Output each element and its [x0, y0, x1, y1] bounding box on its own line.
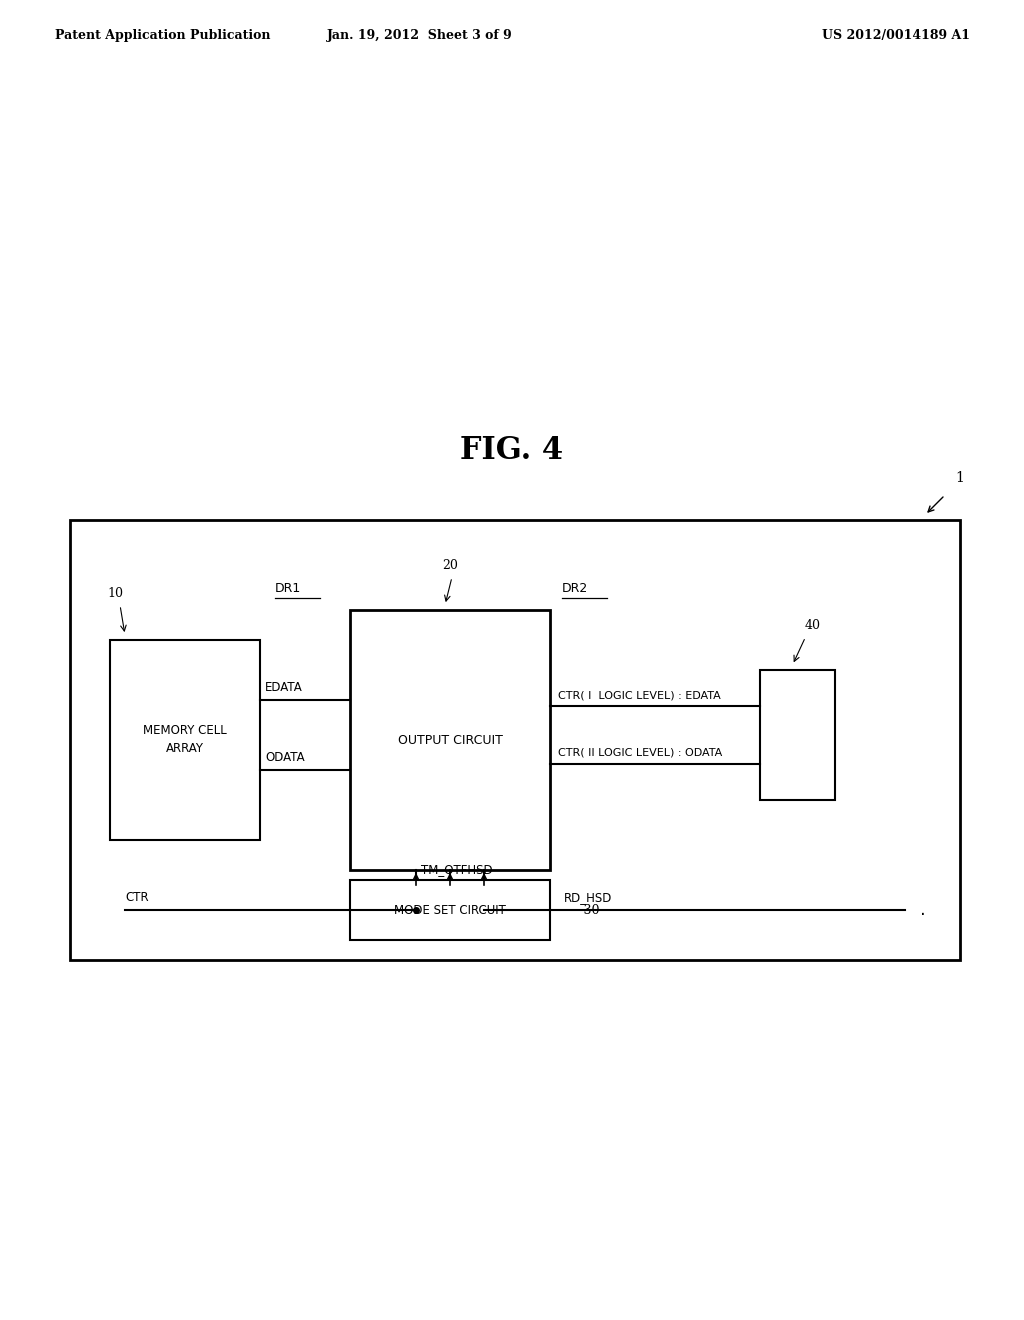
- Bar: [350, 880, 550, 940]
- Bar: [760, 671, 835, 800]
- Text: 40: 40: [805, 619, 820, 632]
- Text: 1: 1: [955, 471, 964, 484]
- Text: EDATA: EDATA: [265, 681, 303, 694]
- Text: ∼  30: ∼ 30: [565, 903, 599, 916]
- Text: CTR: CTR: [125, 891, 148, 904]
- Text: FIG. 4: FIG. 4: [461, 434, 563, 466]
- Text: MEMORY CELL
ARRAY: MEMORY CELL ARRAY: [143, 725, 227, 755]
- Text: MODE SET CIRCUIT: MODE SET CIRCUIT: [394, 903, 506, 916]
- Text: .: .: [915, 902, 926, 919]
- Bar: [350, 610, 550, 870]
- Bar: [110, 640, 260, 840]
- Text: CTR( I  LOGIC LEVEL) : EDATA: CTR( I LOGIC LEVEL) : EDATA: [558, 690, 721, 701]
- Bar: [70, 520, 961, 960]
- Text: Patent Application Publication: Patent Application Publication: [55, 29, 270, 41]
- Text: Jan. 19, 2012  Sheet 3 of 9: Jan. 19, 2012 Sheet 3 of 9: [327, 29, 513, 41]
- Text: CTR( II LOGIC LEVEL) : ODATA: CTR( II LOGIC LEVEL) : ODATA: [558, 747, 722, 758]
- Text: 10: 10: [106, 587, 123, 601]
- Text: OUTPUT CIRCUIT: OUTPUT CIRCUIT: [397, 734, 503, 747]
- Text: DR1: DR1: [275, 582, 301, 595]
- Text: RD_HSD: RD_HSD: [564, 891, 612, 904]
- Text: ODATA: ODATA: [265, 751, 304, 764]
- Text: 20: 20: [442, 558, 458, 572]
- Text: US 2012/0014189 A1: US 2012/0014189 A1: [822, 29, 970, 41]
- Text: TM_OTFHSD: TM_OTFHSD: [421, 863, 493, 876]
- Text: DR2: DR2: [562, 582, 588, 595]
